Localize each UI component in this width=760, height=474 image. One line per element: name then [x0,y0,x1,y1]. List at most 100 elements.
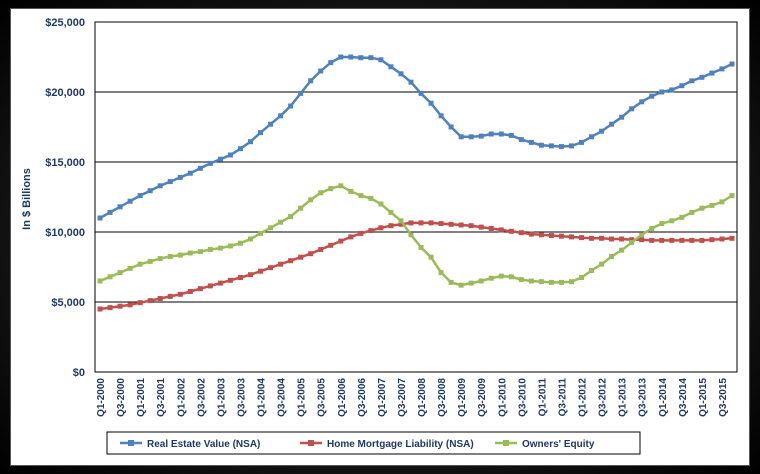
data-point-marker [468,223,474,229]
data-point-marker [358,55,364,61]
data-point-marker [679,214,685,220]
data-point-marker [268,225,274,231]
data-point-marker [538,279,544,285]
data-point-marker [368,228,374,234]
data-point-marker [639,99,645,105]
x-tick-label: Q3-2012 [598,378,609,417]
series-0 [97,54,735,221]
data-point-marker [488,275,494,281]
x-tick-label: Q1-2006 [337,378,348,417]
data-point-marker [288,214,294,220]
legend-swatch-marker-0 [128,440,134,446]
data-point-marker [458,134,464,140]
data-point-marker [318,247,324,252]
data-point-marker [388,209,394,215]
data-point-marker [679,83,685,89]
data-point-marker [217,245,223,251]
series-line-0 [99,55,733,220]
data-point-marker [669,87,675,93]
data-point-marker [177,252,183,258]
data-point-marker [117,303,123,309]
data-point-marker [237,146,243,152]
data-point-marker [278,261,284,267]
data-point-marker [177,291,183,297]
series-line-1 [99,221,733,311]
data-point-marker [649,237,655,243]
data-point-marker [659,221,665,227]
x-tick-label: Q3-2008 [437,378,448,417]
data-point-marker [558,233,564,239]
data-point-marker [278,113,284,119]
data-point-marker [599,128,605,134]
x-tick-label: Q3-2003 [236,378,247,417]
data-point-marker [508,274,514,280]
data-point-marker [348,188,354,194]
x-tick-label: Q1-2013 [618,378,629,417]
data-point-marker [478,133,484,139]
data-point-marker [538,232,544,238]
data-point-marker [298,205,304,211]
data-point-marker [579,235,585,241]
data-point-marker [408,220,414,226]
data-point-marker [247,272,253,278]
data-point-marker [117,270,123,276]
data-point-marker [609,254,615,259]
x-tick-label: Q3-2011 [557,378,568,417]
data-point-marker [97,306,103,312]
x-tick-label: Q1-2011 [537,378,548,417]
x-tick-label: Q1-2003 [216,378,227,417]
legend: Real Estate Value (NSA) Home Mortgage Lia… [106,431,641,455]
y-tick-label: $0 [73,367,85,379]
data-point-marker [558,279,564,285]
x-tick-label: Q1-2005 [297,378,308,417]
data-point-marker [308,78,314,84]
legend-box [106,431,641,455]
x-tick-label: Q3-2009 [477,378,488,417]
data-point-marker [378,201,384,207]
data-point-marker [338,183,344,189]
data-point-marker [438,221,444,227]
data-point-marker [217,280,223,286]
data-point-marker [498,227,504,233]
data-point-marker [398,218,404,224]
data-point-marker [137,193,143,199]
data-point-marker [258,130,264,136]
data-point-marker [699,205,705,211]
x-tick-label: Q1-2014 [658,378,669,417]
data-point-marker [318,68,324,74]
data-point-marker [328,60,334,66]
data-point-marker [458,222,464,228]
legend-swatch-marker-2 [503,440,509,446]
data-point-marker [548,279,554,285]
data-point-marker [358,230,364,236]
data-point-marker [629,240,635,245]
data-point-marker [609,121,615,127]
data-point-marker [348,54,354,60]
data-point-marker [709,202,715,208]
data-point-marker [528,139,534,145]
data-point-marker [288,103,294,109]
data-point-marker [247,139,253,145]
data-point-marker [237,275,243,280]
data-point-marker [308,197,314,203]
data-point-marker [448,124,454,130]
data-point-marker [589,134,595,140]
data-point-marker [157,296,163,301]
data-point-marker [388,223,394,229]
data-point-marker [298,90,304,96]
data-point-marker [258,230,264,236]
data-point-marker [127,198,133,204]
data-point-marker [518,230,524,236]
data-point-marker [568,234,574,240]
legend-label: Real Estate Value (NSA) [147,439,260,450]
series-1 [97,220,735,312]
series-2 [97,183,735,288]
data-point-marker [338,54,344,60]
data-point-marker [368,55,374,61]
data-point-marker [589,235,595,241]
data-point-marker [137,261,143,267]
x-tick-label: Q3-2004 [277,378,288,417]
data-point-marker [348,234,354,240]
data-point-marker [298,254,304,260]
